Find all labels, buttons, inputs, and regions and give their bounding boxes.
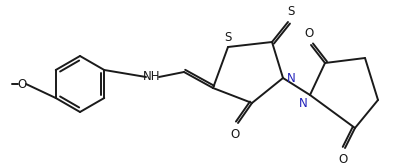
Text: S: S [224,31,231,44]
Text: S: S [287,5,294,18]
Text: N: N [286,71,295,85]
Text: O: O [230,128,239,141]
Text: O: O [304,27,313,40]
Text: NH: NH [143,70,160,84]
Text: O: O [17,77,26,91]
Text: O: O [338,153,347,166]
Text: N: N [298,97,307,110]
